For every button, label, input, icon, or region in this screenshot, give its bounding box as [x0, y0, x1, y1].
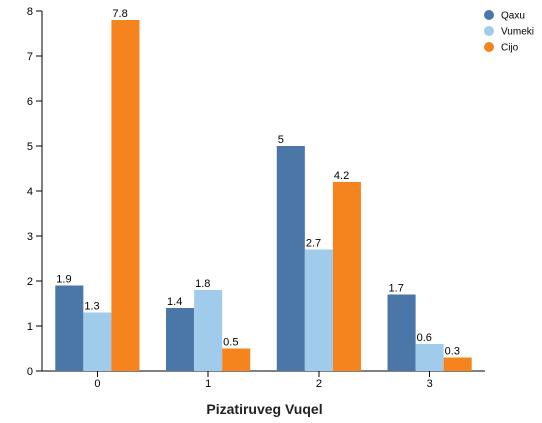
- legend-swatch-cijo: [484, 42, 494, 52]
- y-tick-label: 3: [27, 231, 33, 243]
- bar-cijo: [111, 20, 140, 371]
- x-axis: 0 1 2 3: [42, 370, 485, 390]
- y-tick-label: 1: [27, 321, 33, 333]
- bar-qaxu: [55, 285, 84, 371]
- legend-swatch-qaxu: [484, 10, 494, 20]
- y-tick-label: 4: [27, 186, 33, 198]
- x-tick-label: 1: [205, 378, 211, 390]
- bar-vumeki: [415, 344, 444, 371]
- bar-cijo: [443, 357, 472, 371]
- bar-qaxu: [166, 308, 195, 371]
- data-label: 1.9: [56, 274, 71, 286]
- data-label: 7.8: [112, 8, 127, 20]
- bar-qaxu: [276, 146, 305, 371]
- data-label: 1.7: [389, 283, 404, 295]
- y-tick-label: 8: [27, 6, 33, 18]
- bar-cijo: [332, 182, 361, 371]
- data-label: 0.6: [417, 332, 432, 344]
- data-label: 1.4: [167, 296, 182, 308]
- y-tick-label: 6: [27, 96, 33, 108]
- bar-cijo: [222, 348, 251, 371]
- data-label: 1.3: [84, 301, 99, 313]
- legend-swatch-vumeki: [484, 26, 494, 36]
- x-tick-label: 0: [94, 378, 100, 390]
- y-axis: 0 1 2 3 4 5 6 7 8: [27, 6, 43, 378]
- data-label: 1.8: [195, 278, 210, 290]
- data-label: 5: [278, 134, 284, 146]
- data-labels-group: 1.9 1.3 7.8 1.4 1.8 0.5 5 2.7 4.2 1.7 0.6 0.3: [56, 8, 460, 358]
- x-tick-label: 2: [316, 378, 322, 390]
- x-tick-label: 3: [427, 378, 433, 390]
- bar-vumeki: [194, 290, 223, 371]
- bar-qaxu: [387, 294, 416, 371]
- data-label: 0.3: [445, 346, 460, 358]
- legend-label-qaxu: Qaxu: [501, 11, 525, 22]
- y-tick-label: 7: [27, 51, 33, 63]
- data-label: 2.7: [306, 238, 321, 250]
- bar-vumeki: [83, 312, 112, 371]
- legend-label-vumeki: Vumeki: [501, 27, 534, 38]
- y-tick-label: 0: [27, 366, 33, 378]
- legend-label-cijo: Cijo: [501, 43, 519, 54]
- x-axis-title: Pizatiruveg Vuqel: [206, 401, 322, 417]
- y-tick-label: 2: [27, 276, 33, 288]
- y-tick-label: 5: [27, 141, 33, 153]
- bar-vumeki: [304, 249, 333, 371]
- data-label: 0.5: [223, 337, 238, 349]
- data-label: 4.2: [334, 170, 349, 182]
- bars-group: [55, 20, 472, 371]
- legend: Qaxu Vumeki Cijo: [484, 10, 534, 54]
